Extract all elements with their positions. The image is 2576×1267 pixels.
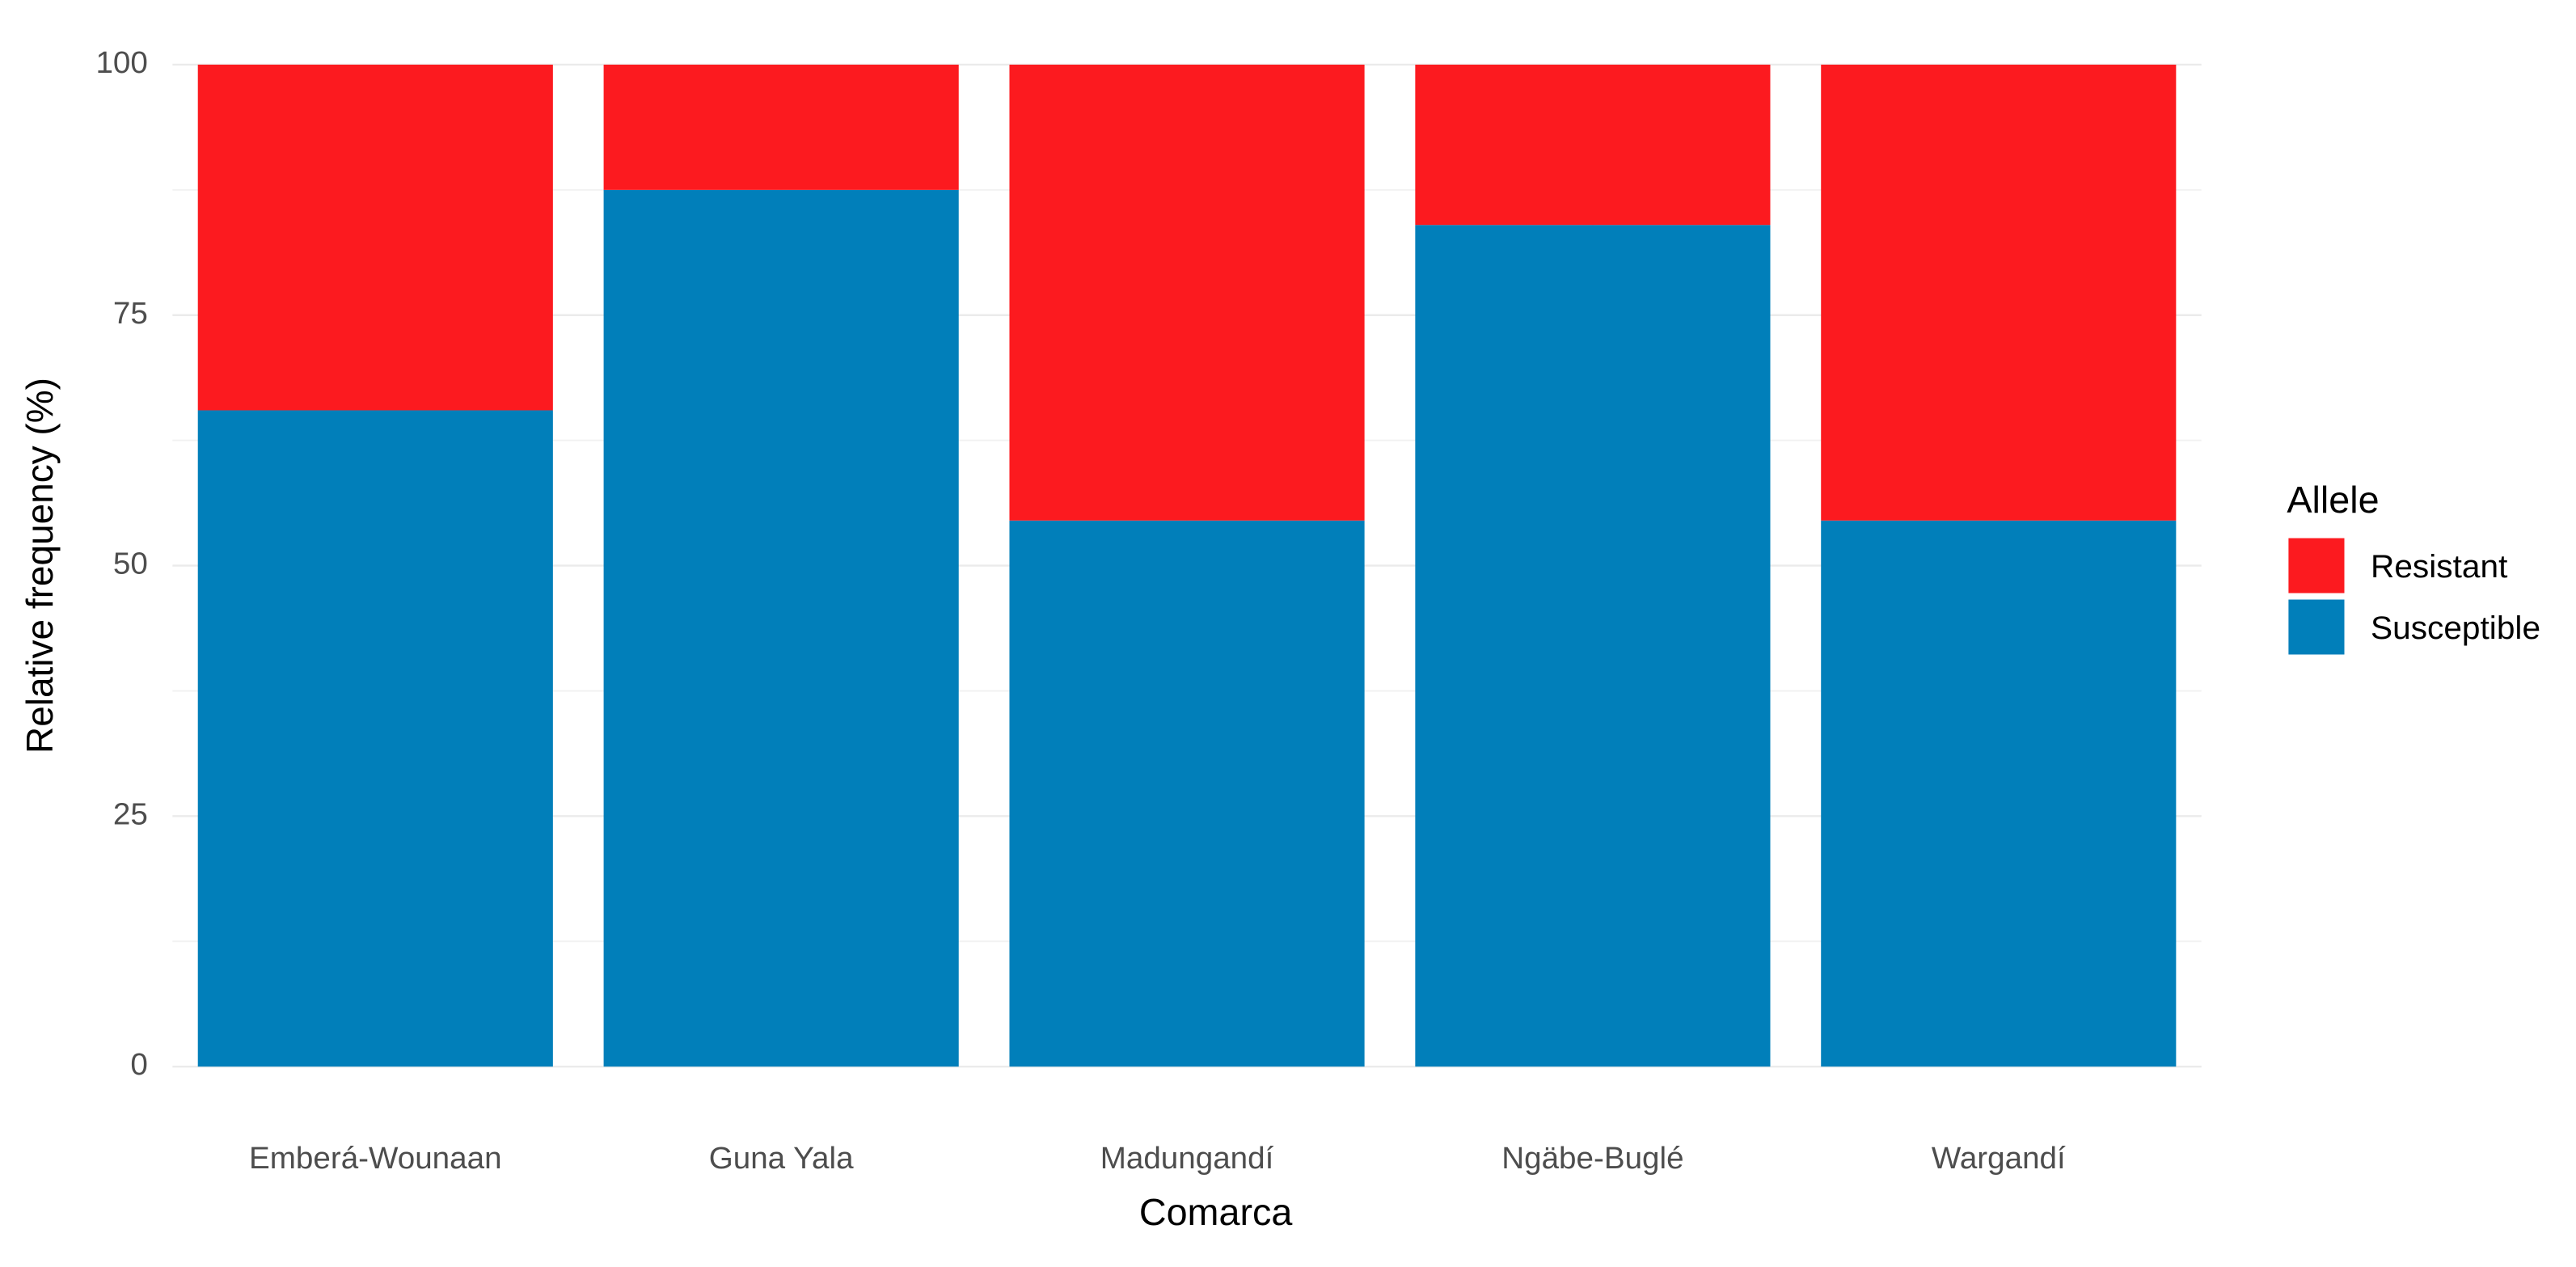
bar-segment (1821, 520, 2177, 1067)
y-axis-title: Relative frequency (%) (19, 378, 61, 754)
x-tick-label: Madungandí (1100, 1141, 1274, 1176)
bar-segment (1821, 64, 2177, 521)
bar-segment (1009, 64, 1365, 521)
x-tick-label: Emberá-Wounaan (249, 1141, 502, 1176)
bar-segment (197, 410, 553, 1067)
y-tick-label: 75 (113, 296, 148, 331)
y-tick-label: 0 (130, 1047, 147, 1082)
y-tick-label: 50 (113, 547, 148, 581)
bar-segment (1009, 520, 1365, 1067)
legend-title: Allele (2287, 479, 2379, 521)
y-tick-label: 100 (95, 45, 147, 80)
bar-segment (603, 64, 959, 190)
x-tick-label: Guna Yala (709, 1141, 855, 1176)
legend-label: Resistant (2371, 548, 2507, 585)
x-axis-title: Comarca (1139, 1192, 1293, 1234)
legend-key (2288, 538, 2345, 593)
legend-label: Susceptible (2371, 610, 2540, 646)
bar-segment (1415, 225, 1771, 1067)
bar-segment (603, 189, 959, 1067)
x-tick-label: Wargandí (1932, 1141, 2066, 1176)
bar-segment (1415, 64, 1771, 226)
y-tick-label: 25 (113, 797, 148, 832)
x-tick-label: Ngäbe-Buglé (1501, 1141, 1683, 1176)
bar-segment (197, 64, 553, 411)
legend-key (2288, 599, 2345, 655)
